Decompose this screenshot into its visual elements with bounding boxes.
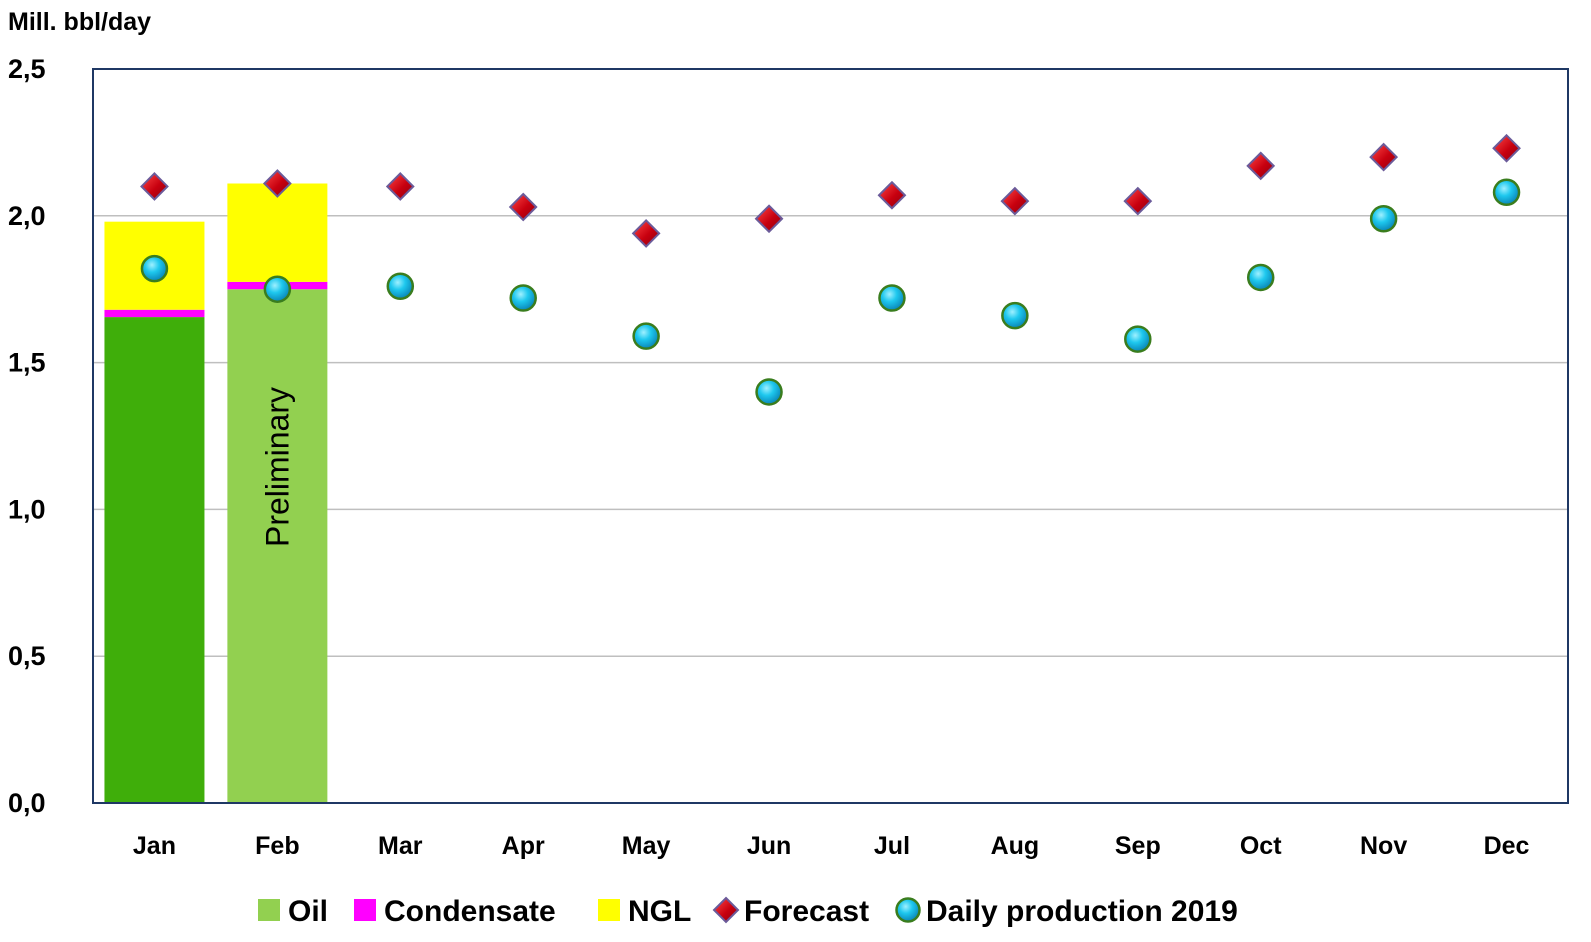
forecast-point-sep — [1123, 186, 1153, 216]
daily-production-point-jun — [755, 378, 783, 406]
forecast-point-nov — [1369, 142, 1399, 172]
annotation-preliminary: Preliminary — [259, 387, 295, 547]
legend-swatch-daily-production — [895, 897, 921, 923]
daily-production-series — [140, 178, 1521, 406]
daily-production-point-jul — [878, 284, 906, 312]
x-tick-label: Mar — [378, 832, 423, 860]
legend-swatch-oil — [258, 899, 280, 921]
forecast-point-dec — [1492, 133, 1521, 163]
forecast-point-mar — [385, 172, 415, 201]
forecast-point-aug — [1000, 186, 1030, 216]
x-tick-label: Sep — [1115, 832, 1161, 860]
x-tick-label: Jun — [747, 832, 791, 860]
daily-production-point-nov — [1369, 204, 1398, 233]
daily-production-point-jan — [140, 254, 169, 283]
bar-condensate-jan — [104, 309, 205, 318]
y-tick-label: 0,5 — [8, 641, 46, 671]
daily-production-point-dec — [1492, 178, 1521, 207]
legend-label: Forecast — [744, 895, 869, 928]
forecast-point-oct — [1246, 151, 1276, 181]
x-tick-label: Feb — [255, 832, 299, 860]
daily-production-point-mar — [386, 272, 415, 301]
x-tick-label: Jul — [874, 832, 910, 860]
forecast-point-jun — [754, 204, 784, 234]
x-tick-label: Jan — [133, 832, 176, 860]
daily-production-point-sep — [1124, 325, 1152, 353]
x-tick-label: Aug — [991, 832, 1040, 860]
annotations: Preliminary — [259, 387, 295, 547]
legend-label: Condensate — [384, 895, 556, 928]
plot-area-border — [92, 68, 1569, 804]
x-tick-label: Oct — [1240, 832, 1282, 860]
x-tick-label: Nov — [1360, 832, 1407, 860]
forecast-point-jul — [877, 180, 907, 210]
bar-oil-feb — [227, 289, 328, 803]
legend-label: Daily production 2019 — [926, 895, 1238, 928]
legend-swatch-ngl — [598, 899, 620, 921]
legend-swatch-forecast — [712, 896, 740, 924]
legend-label: NGL — [628, 895, 691, 928]
y-tick-label: 2,5 — [8, 54, 46, 84]
legend: Oil Condensate NGL Forecast Daily production… — [258, 895, 1238, 928]
x-tick-label: Dec — [1484, 832, 1530, 860]
daily-production-point-aug — [1001, 301, 1029, 330]
gridlines — [93, 215, 1568, 657]
forecast-point-feb — [262, 169, 292, 198]
x-axis-categories: Jan Feb Mar Apr May Jun Jul Aug Sep Oct Nov Dec — [133, 832, 1530, 860]
y-axis-label: Mill. bbl/day — [8, 8, 151, 36]
forecast-point-may — [631, 219, 661, 248]
y-axis-ticks: 0,0 0,5 1,0 1,5 2,0 2,5 — [8, 54, 46, 818]
forecast-point-apr — [508, 192, 538, 222]
daily-production-point-feb — [263, 275, 292, 303]
bar-oil-jan — [104, 317, 205, 803]
x-tick-label: Apr — [502, 832, 545, 860]
y-tick-label: 1,5 — [8, 348, 46, 378]
legend-swatch-condensate — [354, 899, 376, 921]
legend-label: Oil — [288, 895, 328, 928]
x-tick-label: May — [622, 832, 671, 860]
y-tick-label: 0,0 — [8, 788, 46, 818]
daily-production-point-oct — [1246, 263, 1275, 292]
forecast-point-jan — [140, 172, 169, 201]
daily-production-point-may — [632, 322, 660, 350]
y-tick-label: 1,0 — [8, 494, 46, 524]
forecast-series — [140, 133, 1521, 248]
bar-ngl-feb — [227, 183, 328, 282]
daily-production-point-apr — [509, 284, 537, 312]
y-tick-label: 2,0 — [8, 201, 46, 231]
